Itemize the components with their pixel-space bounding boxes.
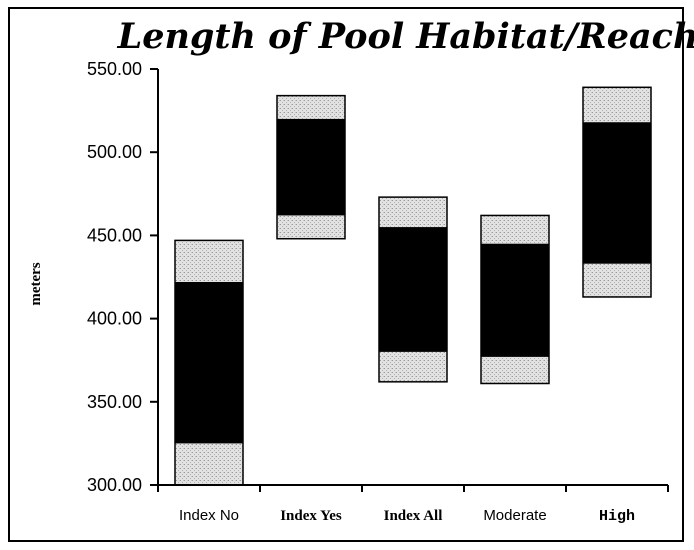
chart-title: Length of Pool Habitat/Reach xyxy=(117,16,694,57)
x-category-label: Moderate xyxy=(483,507,546,524)
box-inner-range xyxy=(277,118,345,216)
chart-frame xyxy=(8,7,684,542)
x-category-label: Index No xyxy=(179,507,239,524)
box-inner-range xyxy=(379,227,447,352)
box-high xyxy=(582,86,652,298)
x-category-label: Index All xyxy=(384,508,443,524)
box-moderate xyxy=(480,214,550,385)
x-category-label: High xyxy=(599,508,635,525)
box-inner-range xyxy=(481,243,549,357)
box-index-all xyxy=(378,196,448,383)
box-inner-range xyxy=(175,281,243,444)
x-ticks-group: Index No Index Yes Index All Moderate High xyxy=(157,485,669,525)
y-tick-label: 350.00 xyxy=(87,392,142,412)
y-tick-label: 550.00 xyxy=(87,59,142,79)
box-index-yes xyxy=(276,94,346,240)
y-ticks-group: 300.00 350.00 400.00 450.00 500.00 550.00 xyxy=(87,59,158,495)
x-category-label: Index Yes xyxy=(280,508,342,524)
y-tick-label: 300.00 xyxy=(87,475,142,495)
y-tick-label: 450.00 xyxy=(87,225,142,245)
boxes-group xyxy=(174,86,652,486)
y-axis-label: meters xyxy=(28,262,44,305)
box-inner-range xyxy=(583,122,651,264)
y-tick-label: 500.00 xyxy=(87,142,142,162)
box-index-no xyxy=(174,239,244,486)
y-tick-label: 400.00 xyxy=(87,309,142,329)
